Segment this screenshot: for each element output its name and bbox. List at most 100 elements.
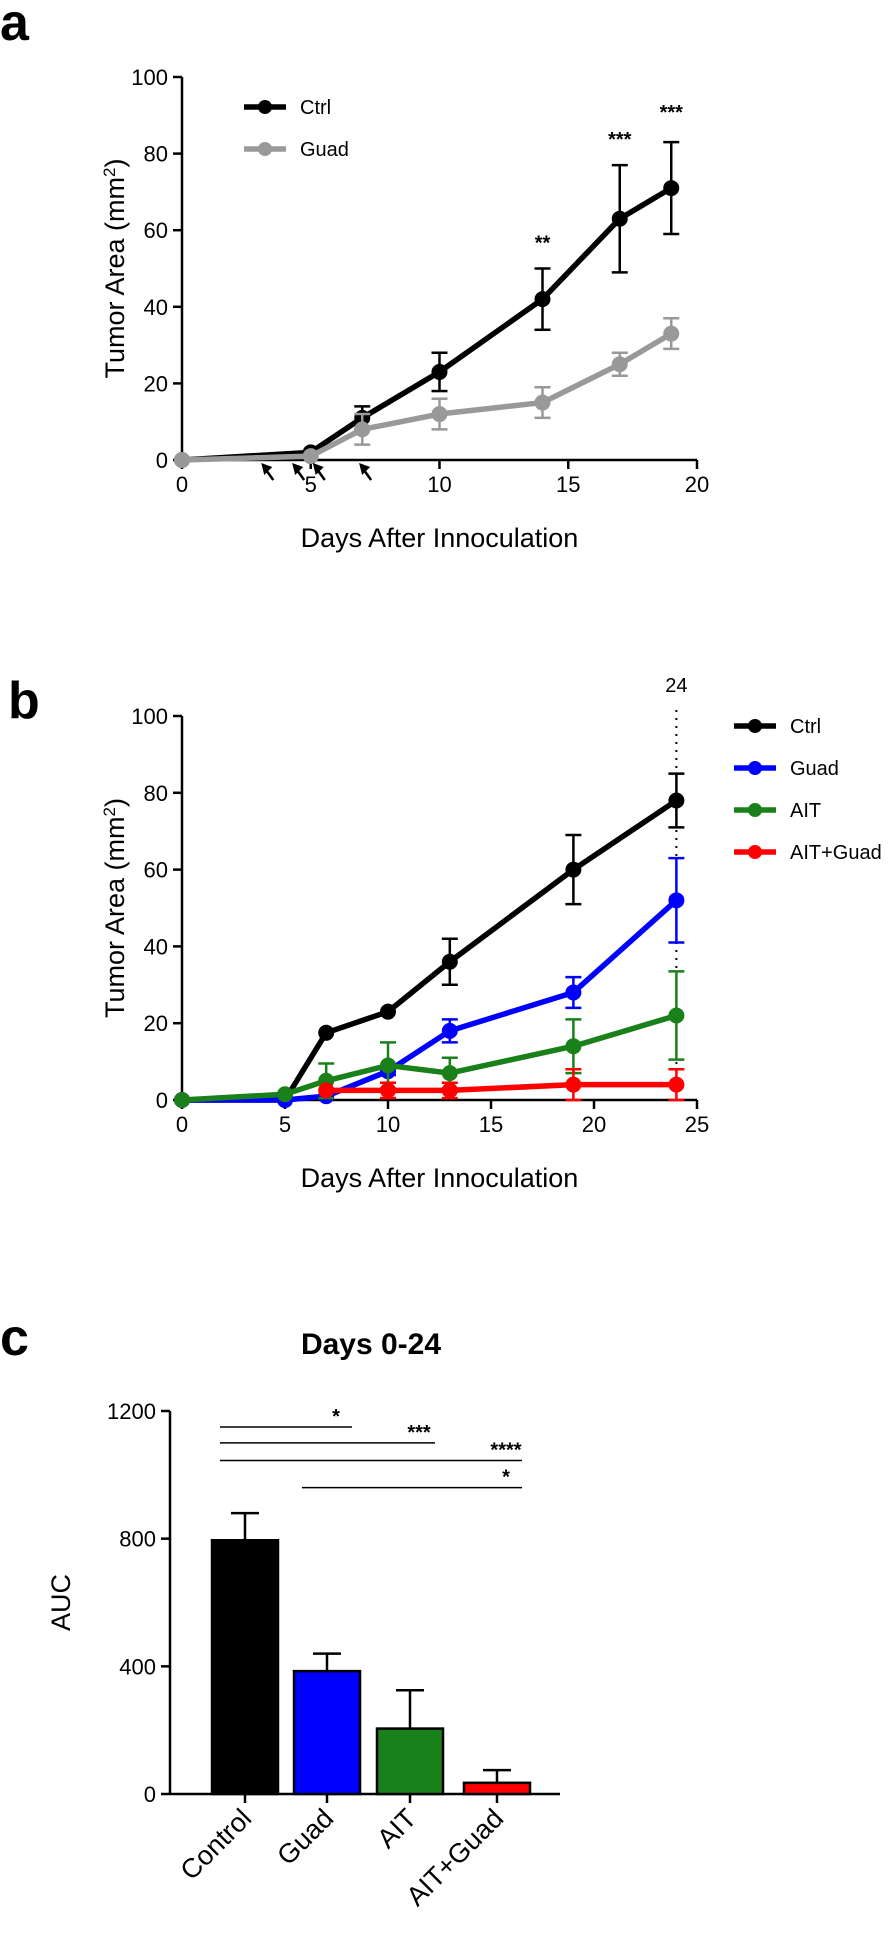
series-ait	[174, 970, 685, 1108]
y-axis-title-main: Tumor Area (mm	[100, 816, 130, 1018]
panel-letter-b: b	[8, 672, 40, 730]
chart-panel-b: 0 5 10 15 20 25 0 20 40 60 80 100 Days After Innocul…	[100, 675, 882, 1193]
treatment-arrow-head	[312, 463, 324, 475]
x-tick-label-control: Control	[174, 1803, 257, 1886]
y-tick-label: 100	[131, 704, 168, 729]
series-line-ctrl	[182, 798, 678, 1103]
y-tick-label: 80	[144, 142, 168, 167]
series-ait-guad	[318, 1068, 685, 1102]
legend-label-ait-guad: AIT+Guad	[790, 842, 882, 864]
y-tick-label: 1200	[107, 1399, 156, 1424]
data-point-ait-guad	[380, 1082, 396, 1099]
significance-label: ***	[660, 102, 684, 124]
legend-label-ctrl: Ctrl	[300, 97, 331, 119]
x-tick-label: 5	[279, 1112, 291, 1137]
data-point-ctrl	[565, 861, 582, 878]
data-point-guad	[354, 421, 371, 438]
chart-title: Days 0-24	[301, 1328, 441, 1361]
x-axis-title: Days After Innoculation	[301, 1163, 579, 1193]
data-point-ctrl	[441, 953, 458, 970]
data-point-ctrl	[611, 210, 628, 227]
data-point-guad	[441, 1022, 458, 1039]
data-point-guad	[565, 984, 582, 1001]
data-point-ait	[277, 1086, 293, 1103]
legend-label-guad: Guad	[300, 139, 349, 161]
y-axis-title: AUC	[46, 1574, 76, 1631]
bar-ait	[375, 1727, 445, 1796]
legend-marker-ait	[748, 803, 762, 817]
y-tick-label: 0	[156, 448, 168, 473]
y-tick-label: 800	[119, 1527, 156, 1552]
significance-label: ***	[608, 129, 632, 151]
data-point-guad	[431, 406, 448, 423]
y-tick-label: 400	[119, 1654, 156, 1679]
data-point-guad	[611, 356, 628, 373]
y-axis-title-main: Tumor Area (mm	[100, 177, 130, 379]
legend-marker-ctrl	[258, 100, 272, 114]
data-point-ait	[380, 1057, 396, 1074]
legend-marker-ctrl	[748, 719, 762, 733]
x-tick-label: 0	[176, 472, 188, 497]
bar-control	[210, 1539, 280, 1796]
y-tick-label: 60	[144, 218, 168, 243]
treatment-arrow-head	[261, 463, 273, 475]
significance-label: ****	[490, 1439, 521, 1461]
treatment-arrow-head	[292, 463, 304, 475]
y-tick-label: 40	[144, 934, 168, 959]
bar-ait-guad	[462, 1781, 532, 1796]
x-tick-label: 15	[556, 472, 580, 497]
significance-label: *	[332, 1406, 340, 1428]
y-tick-label: 20	[144, 371, 168, 396]
x-tick-label: 0	[176, 1112, 188, 1137]
x-axis-title: Days After Innoculation	[301, 523, 579, 553]
y-axis-title: Tumor Area (mm2)	[100, 159, 131, 379]
x-tick-label: 15	[479, 1112, 503, 1137]
bar-guad	[292, 1669, 362, 1796]
legend-label-guad: Guad	[790, 758, 839, 780]
significance-label: ***	[407, 1422, 431, 1444]
legend-marker-ait-guad	[748, 845, 762, 859]
x-tick-label: 25	[685, 1112, 709, 1137]
x-tick-label: 10	[427, 472, 451, 497]
data-point-ait-guad	[318, 1082, 335, 1099]
y-axis-title-close: )	[100, 798, 130, 807]
y-axis-title-superscript: 2	[100, 807, 119, 816]
data-point-guad	[174, 452, 190, 468]
series-line-ait-guad	[326, 1081, 677, 1094]
x-tick-label: 10	[376, 1112, 400, 1137]
panel-letter-c: c	[0, 1309, 29, 1367]
data-point-ait	[441, 1065, 458, 1082]
x-tick-label: 20	[582, 1112, 606, 1137]
series-guad	[174, 317, 680, 468]
series-line-guad	[181, 331, 673, 463]
x-tick-label-ait: AIT	[371, 1803, 422, 1854]
y-tick-label: 40	[144, 295, 168, 320]
legend-marker-guad	[748, 761, 762, 775]
y-tick-label: 100	[131, 65, 168, 90]
significance-label: **	[535, 232, 551, 254]
legend-marker-guad	[258, 142, 272, 156]
y-axis-title: Tumor Area (mm2)	[100, 798, 131, 1018]
data-point-ctrl	[663, 180, 680, 197]
y-tick-label: 0	[144, 1782, 156, 1807]
y-axis-title-close: )	[100, 159, 130, 168]
data-point-ait-guad	[441, 1082, 458, 1099]
legend-label-ait: AIT	[790, 800, 821, 822]
data-point-ait	[174, 1092, 190, 1108]
y-tick-label: 20	[144, 1011, 168, 1036]
y-tick-label: 80	[144, 781, 168, 806]
data-point-guad	[663, 325, 680, 342]
panel-letter-a: a	[0, 0, 30, 52]
data-point-ctrl	[534, 291, 551, 308]
data-point-guad	[302, 448, 319, 465]
series-ctrl	[174, 772, 685, 1108]
data-point-ait-guad	[565, 1076, 582, 1093]
x-tick-label: 5	[305, 472, 317, 497]
x-tick-label-guad: Guad	[271, 1803, 339, 1871]
marker-label: 24	[665, 675, 687, 697]
data-point-ctrl	[431, 363, 448, 380]
treatment-arrow-head	[359, 463, 371, 475]
data-point-ait-guad	[668, 1076, 685, 1093]
data-point-ait	[565, 1038, 582, 1055]
